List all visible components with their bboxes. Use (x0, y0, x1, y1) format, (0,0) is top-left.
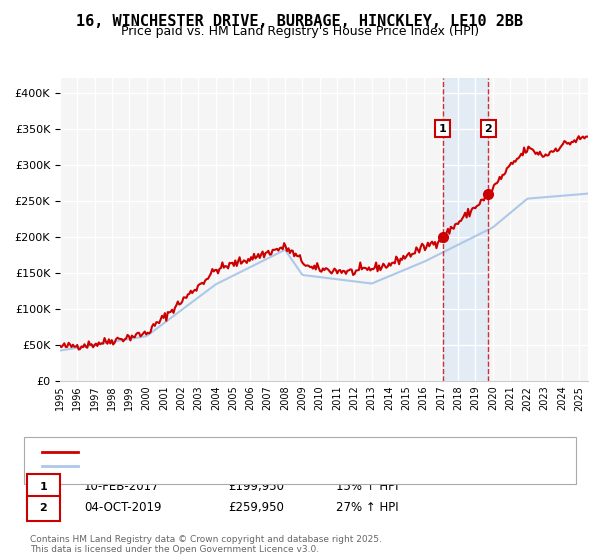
Text: 16, WINCHESTER DRIVE, BURBAGE, HINCKLEY, LE10 2BB (semi-detached house): 16, WINCHESTER DRIVE, BURBAGE, HINCKLEY,… (84, 447, 503, 458)
Text: 1: 1 (40, 482, 47, 492)
Text: HPI: Average price, semi-detached house, Hinckley and Bosworth: HPI: Average price, semi-detached house,… (84, 461, 425, 471)
Text: 27% ↑ HPI: 27% ↑ HPI (336, 501, 398, 515)
Text: 1: 1 (439, 124, 446, 134)
Text: £259,950: £259,950 (228, 501, 284, 515)
Text: Contains HM Land Registry data © Crown copyright and database right 2025.
This d: Contains HM Land Registry data © Crown c… (30, 535, 382, 554)
Text: 04-OCT-2019: 04-OCT-2019 (84, 501, 161, 515)
Text: 2: 2 (40, 503, 47, 513)
Bar (443, 78, 488, 381)
Text: 16, WINCHESTER DRIVE, BURBAGE, HINCKLEY, LE10 2BB: 16, WINCHESTER DRIVE, BURBAGE, HINCKLEY,… (76, 14, 524, 29)
Text: 15% ↑ HPI: 15% ↑ HPI (336, 480, 398, 493)
Text: £199,950: £199,950 (228, 480, 284, 493)
Text: Price paid vs. HM Land Registry's House Price Index (HPI): Price paid vs. HM Land Registry's House … (121, 25, 479, 38)
Text: 10-FEB-2017: 10-FEB-2017 (84, 480, 160, 493)
Text: 2: 2 (485, 124, 493, 134)
